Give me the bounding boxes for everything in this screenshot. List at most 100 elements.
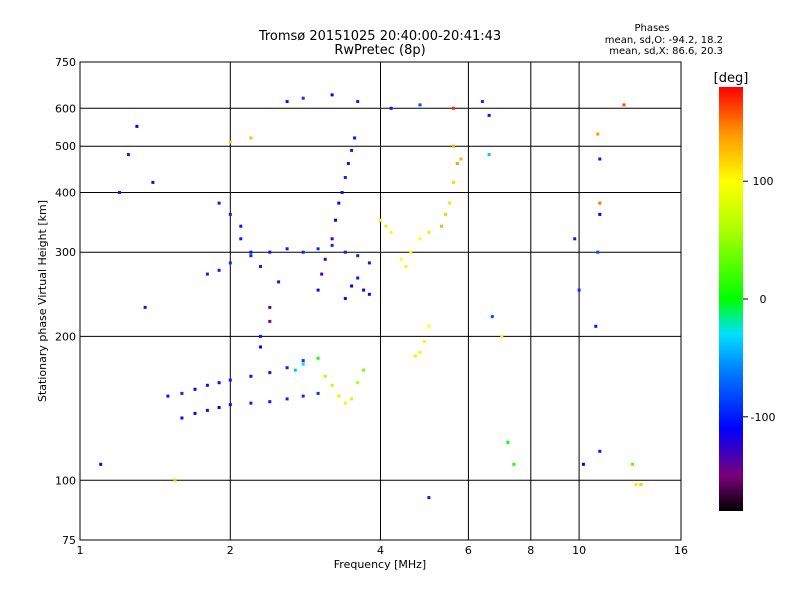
data-point xyxy=(301,359,305,363)
data-point xyxy=(337,201,341,205)
x-tick-label: 6 xyxy=(465,544,472,557)
data-point xyxy=(596,132,600,136)
data-point xyxy=(598,201,602,205)
data-point xyxy=(268,250,272,254)
colorbar-tick-label: 100 xyxy=(753,175,774,188)
data-point xyxy=(343,297,347,300)
x-tick-label: 4 xyxy=(377,544,384,557)
data-point xyxy=(367,292,371,296)
data-point xyxy=(205,272,209,276)
data-point xyxy=(166,394,170,398)
data-point xyxy=(316,288,320,292)
y-axis-label: Stationary phase Virtual Height [km] xyxy=(36,200,49,402)
data-point xyxy=(249,254,253,258)
data-point xyxy=(228,212,232,216)
data-point xyxy=(343,176,347,179)
data-point xyxy=(512,462,516,466)
x-tick-label: 2 xyxy=(227,544,234,557)
data-point xyxy=(631,462,635,466)
data-point xyxy=(285,100,289,103)
x-tick-label: 10 xyxy=(572,544,586,557)
data-point xyxy=(268,371,272,375)
data-point xyxy=(228,261,232,265)
x-tick-label: 16 xyxy=(674,544,688,557)
data-point xyxy=(337,394,341,398)
data-point xyxy=(217,201,221,205)
data-point xyxy=(490,315,494,319)
data-point xyxy=(249,401,253,405)
x-axis-label: Frequency [MHz] xyxy=(334,558,426,571)
data-point xyxy=(367,261,371,265)
data-point xyxy=(320,272,324,276)
data-point xyxy=(356,254,360,258)
data-point xyxy=(217,381,221,385)
data-point xyxy=(581,462,585,466)
data-point xyxy=(99,462,103,466)
data-point xyxy=(217,268,221,272)
data-point xyxy=(634,483,638,486)
stats-line-o: mean, sd,O: -94.2, 18.2 xyxy=(605,35,723,46)
data-point xyxy=(414,354,417,358)
data-point xyxy=(451,180,455,184)
data-point xyxy=(323,257,327,261)
data-point xyxy=(343,401,347,405)
data-point xyxy=(118,191,121,194)
data-point xyxy=(330,237,334,241)
data-point xyxy=(622,103,626,107)
data-point xyxy=(268,400,272,404)
data-point xyxy=(334,218,337,222)
y-tick-label: 600 xyxy=(55,102,76,115)
data-point xyxy=(353,136,357,140)
data-point xyxy=(350,397,354,401)
data-point xyxy=(293,368,297,372)
data-point xyxy=(193,387,197,391)
data-point xyxy=(126,153,130,157)
y-tick-labels: 75 100 200 300 400 500 600 750 xyxy=(55,56,76,547)
data-point xyxy=(346,162,350,165)
data-point xyxy=(239,237,243,241)
data-point xyxy=(404,265,408,268)
data-point xyxy=(639,483,643,486)
data-point xyxy=(228,140,232,144)
data-point xyxy=(399,257,403,261)
y-tick-label: 100 xyxy=(55,474,76,487)
data-point xyxy=(316,356,320,360)
data-point xyxy=(384,224,388,228)
data-point xyxy=(418,103,422,107)
data-point xyxy=(259,345,262,349)
data-point xyxy=(356,100,360,103)
data-point xyxy=(259,265,262,268)
data-point xyxy=(316,391,320,395)
data-point xyxy=(362,368,366,372)
data-point xyxy=(301,250,305,254)
data-point xyxy=(180,416,184,420)
points-layer xyxy=(99,93,643,500)
data-point xyxy=(448,201,451,205)
data-point xyxy=(323,374,327,378)
data-point xyxy=(409,250,413,254)
data-point xyxy=(180,391,184,395)
data-point xyxy=(316,247,320,251)
y-tick-label: 750 xyxy=(55,56,76,69)
data-point xyxy=(285,366,289,370)
data-point xyxy=(389,106,393,110)
data-point xyxy=(285,397,289,401)
data-point xyxy=(217,406,221,409)
data-point xyxy=(173,478,177,482)
data-point xyxy=(362,288,366,292)
data-point xyxy=(598,212,602,216)
data-point xyxy=(259,334,262,338)
data-point xyxy=(487,153,491,157)
data-point xyxy=(239,224,243,228)
grid-layer xyxy=(80,62,681,540)
data-point xyxy=(135,124,139,128)
data-point xyxy=(594,324,598,328)
data-point xyxy=(350,148,354,152)
data-point xyxy=(301,96,305,100)
data-point xyxy=(330,243,334,247)
chart-title: Tromsø 20151025 20:40:00-20:41:43 xyxy=(258,29,501,44)
data-point xyxy=(330,383,334,387)
data-point xyxy=(277,280,281,284)
data-point xyxy=(506,440,510,444)
data-point xyxy=(249,136,253,140)
